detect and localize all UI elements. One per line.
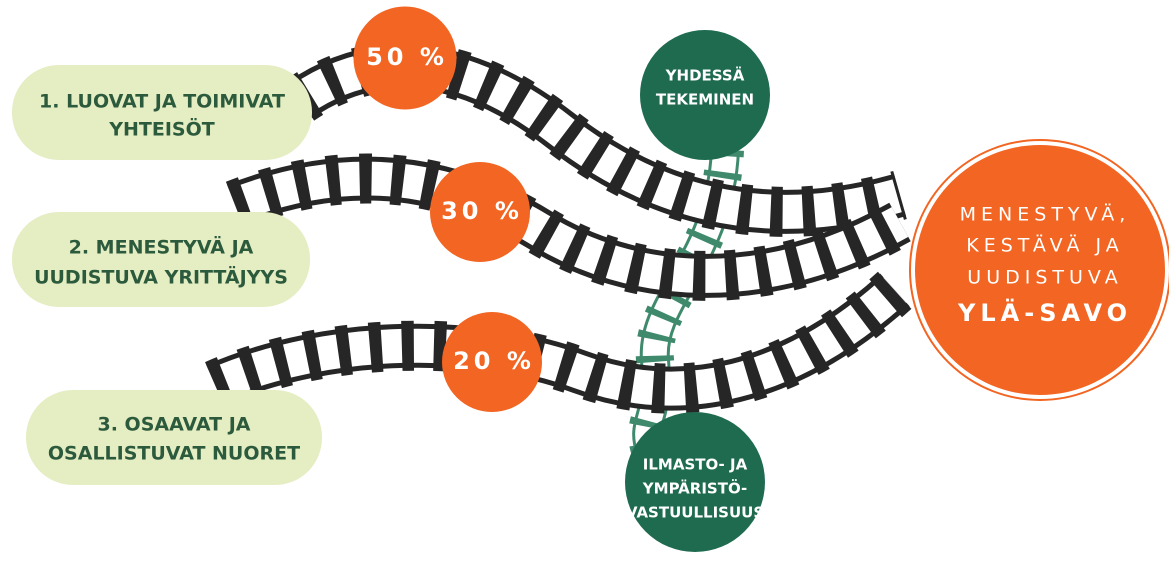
theme-2: 2. MENESTYVÄ JA UUDISTUVA YRITTÄJYYS [12,212,310,307]
theme-label: 3. OSAAVAT JA [97,414,250,436]
goal-label: KESTÄVÄ JA [966,234,1124,257]
principle-label: VASTUULLISUUS [626,504,764,522]
principle-label: ILMASTO- JA [643,456,748,474]
theme-label: OSALLISTUVAT NUORET [48,443,300,465]
theme-label: 1. LUOVAT JA TOIMIVAT [39,91,285,113]
principle-1: YHDESSÄ TEKEMINEN [640,30,770,160]
goal-label: UUDISTUVA [967,267,1122,289]
principle-label: YHDESSÄ [665,66,745,85]
goal-label: MENESTYVÄ, [960,203,1131,226]
theme-label: 2. MENESTYVÄ JA [69,235,254,259]
theme-1: 1. LUOVAT JA TOIMIVAT YHTEISÖT [12,65,312,160]
infographic: 1. LUOVAT JA TOIMIVAT YHTEISÖT 2. MENEST… [0,0,1169,563]
goal: MENESTYVÄ, KESTÄVÄ JA UUDISTUVA YLÄ-SAVO [910,140,1169,400]
share-3: 20 % [442,312,542,412]
share-label: 50 % [366,43,448,71]
share-label: 30 % [441,197,523,225]
principle-label: YMPÄRISTÖ- [642,479,747,498]
theme-3: 3. OSAAVAT JA OSALLISTUVAT NUORET [26,390,322,485]
principle-2: ILMASTO- JA YMPÄRISTÖ- VASTUULLISUUS [625,412,765,552]
principle-label: TEKEMINEN [656,91,754,109]
share-2: 30 % [430,162,530,262]
goal-label: YLÄ-SAVO [957,298,1132,327]
theme-label: UUDISTUVA YRITTÄJYYS [34,265,288,289]
tracks [215,67,900,389]
share-label: 20 % [453,347,535,375]
share-1: 50 % [355,8,455,108]
theme-label: YHTEISÖT [108,117,215,141]
